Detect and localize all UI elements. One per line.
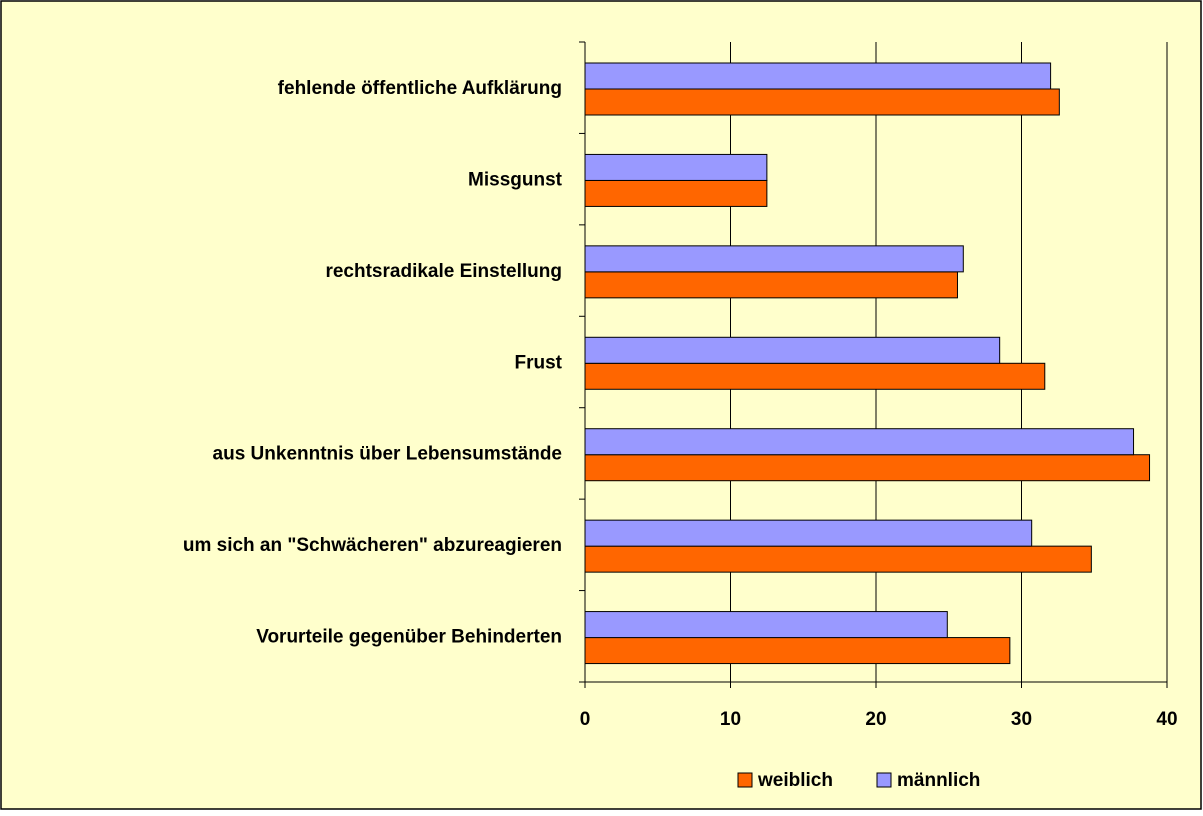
bar	[584, 362, 1046, 390]
legend-swatch	[876, 772, 892, 788]
bar	[584, 428, 1135, 456]
bar	[584, 88, 1060, 116]
bar	[584, 336, 1001, 364]
legend-label: weiblich	[757, 770, 833, 791]
legend-label: männlich	[897, 770, 980, 791]
x-tick-label: 0	[580, 709, 591, 730]
legend-swatch	[737, 772, 753, 788]
bar	[584, 611, 948, 639]
x-tick-label: 30	[1011, 709, 1032, 730]
y-tick-label: Vorurteile gegenüber Behinderten	[256, 627, 562, 648]
x-tick-label: 20	[865, 709, 886, 730]
bar	[584, 637, 1011, 665]
bar	[584, 153, 768, 181]
bar	[584, 519, 1033, 547]
y-tick-label: fehlende öffentliche Aufklärung	[278, 78, 562, 99]
bar	[584, 454, 1151, 482]
x-tick-label: 10	[720, 709, 741, 730]
bar	[584, 179, 768, 207]
bar	[584, 62, 1052, 90]
bar	[584, 245, 964, 273]
y-tick-label: Missgunst	[468, 169, 563, 190]
y-tick-label: aus Unkenntnis über Lebensumstände	[213, 444, 562, 465]
y-tick-label: Frust	[515, 352, 563, 373]
bar	[584, 545, 1092, 573]
x-tick-label: 40	[1156, 709, 1177, 730]
y-tick-label: rechtsradikale Einstellung	[325, 261, 562, 282]
bar	[584, 271, 958, 299]
y-tick-label: um sich an "Schwächeren" abzureagieren	[183, 535, 562, 556]
